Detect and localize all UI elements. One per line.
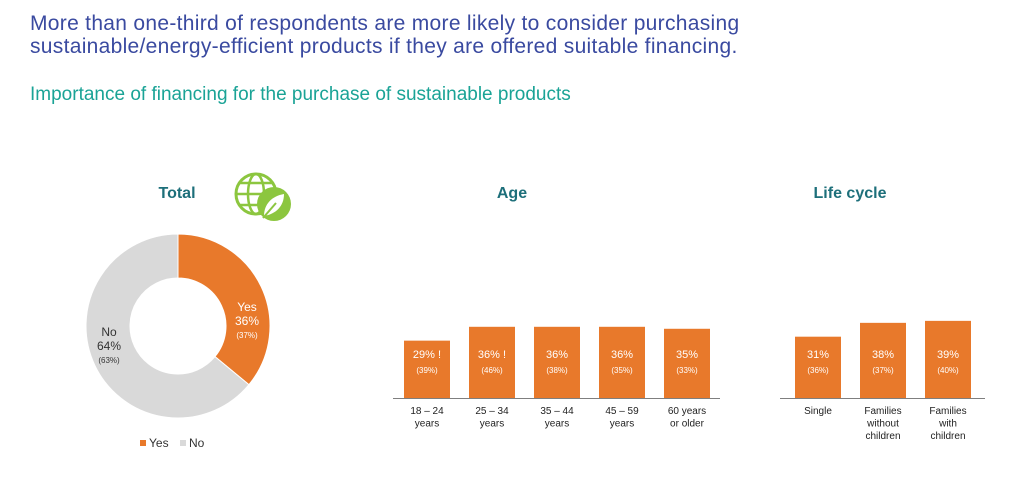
lifecycle-bar-prior-0: (36%) [807,366,829,375]
age-bar-1 [469,326,515,398]
age-tick-label-2-0: 35 – 44 [540,406,574,417]
age-bar-label-2: 36% [546,349,568,361]
age-bar-label-1: 36% ! [478,349,506,361]
age-tick-label-4-0: 60 years [668,406,706,417]
age-tick-label-4-1: or older [670,419,705,430]
lifecycle-bar-2 [925,320,971,398]
slice-prior-no: (63%) [98,356,120,365]
age-bar-label-0: 29% ! [413,349,441,361]
lifecycle-tick-label-1-2: children [865,431,900,442]
lifecycle-tick-label-1-0: Families [864,406,901,417]
lifecycle-panel-title: Life cycle [813,185,887,202]
slice-prior-yes: (37%) [236,331,258,340]
slice-label-yes: Yes [237,300,257,314]
lifecycle-bar-1 [860,322,906,398]
age-bar-label-4: 35% [676,349,698,361]
age-bar-prior-1: (46%) [481,366,503,375]
legend-label-no: No [189,436,205,450]
age-bar-4 [664,328,710,398]
slice-label-no: No [101,325,117,339]
lifecycle-bar-prior-2: (40%) [937,366,959,375]
headline: More than one-third of respondents are m… [30,12,990,58]
headline-line-1: More than one-third of respondents are m… [30,12,740,35]
age-tick-label-3-1: years [610,419,634,430]
donut-slice-no [85,233,250,419]
lifecycle-bar-0 [795,336,841,398]
subheadline: Importance of financing for the purchase… [30,84,571,105]
globe-leaf-icon [234,172,291,221]
headline-line-2: sustainable/energy-efficient products if… [30,35,738,58]
lifecycle-bar-label-0: 31% [807,349,829,361]
age-bar-prior-0: (39%) [416,366,438,375]
legend-swatch-no [180,440,186,446]
age-bar-label-3: 36% [611,349,633,361]
lifecycle-tick-label-2-2: children [930,431,965,442]
slice-value-yes: 36% [235,314,259,328]
age-bar-prior-2: (38%) [546,366,568,375]
age-tick-label-1-1: years [480,419,504,430]
donut-slice-yes [177,233,271,386]
age-tick-label-2-1: years [545,419,569,430]
slice-value-no: 64% [97,339,121,353]
lifecycle-tick-label-1-1: without [866,419,899,430]
age-tick-label-0-1: years [415,419,439,430]
age-panel-title: Age [496,185,528,202]
age-bar-2 [534,326,580,398]
legend-label-yes: Yes [149,436,169,450]
age-tick-label-3-0: 45 – 59 [605,406,639,417]
lifecycle-tick-label-0-0: Single [804,406,832,417]
lifecycle-bar-label-1: 38% [872,349,894,361]
lifecycle-bar-label-2: 39% [937,349,959,361]
age-bar-prior-3: (35%) [611,366,633,375]
age-tick-label-0-0: 18 – 24 [410,406,444,417]
lifecycle-bar-prior-1: (37%) [872,366,894,375]
age-bar-0 [404,340,450,398]
lifecycle-tick-label-2-0: Families [929,406,966,417]
age-tick-label-1-0: 25 – 34 [475,406,509,417]
total-panel-title: Total [158,185,196,202]
lifecycle-tick-label-2-1: with [938,419,957,430]
legend-swatch-yes [140,440,146,446]
age-bar-prior-4: (33%) [676,366,698,375]
age-bar-3 [599,326,645,398]
